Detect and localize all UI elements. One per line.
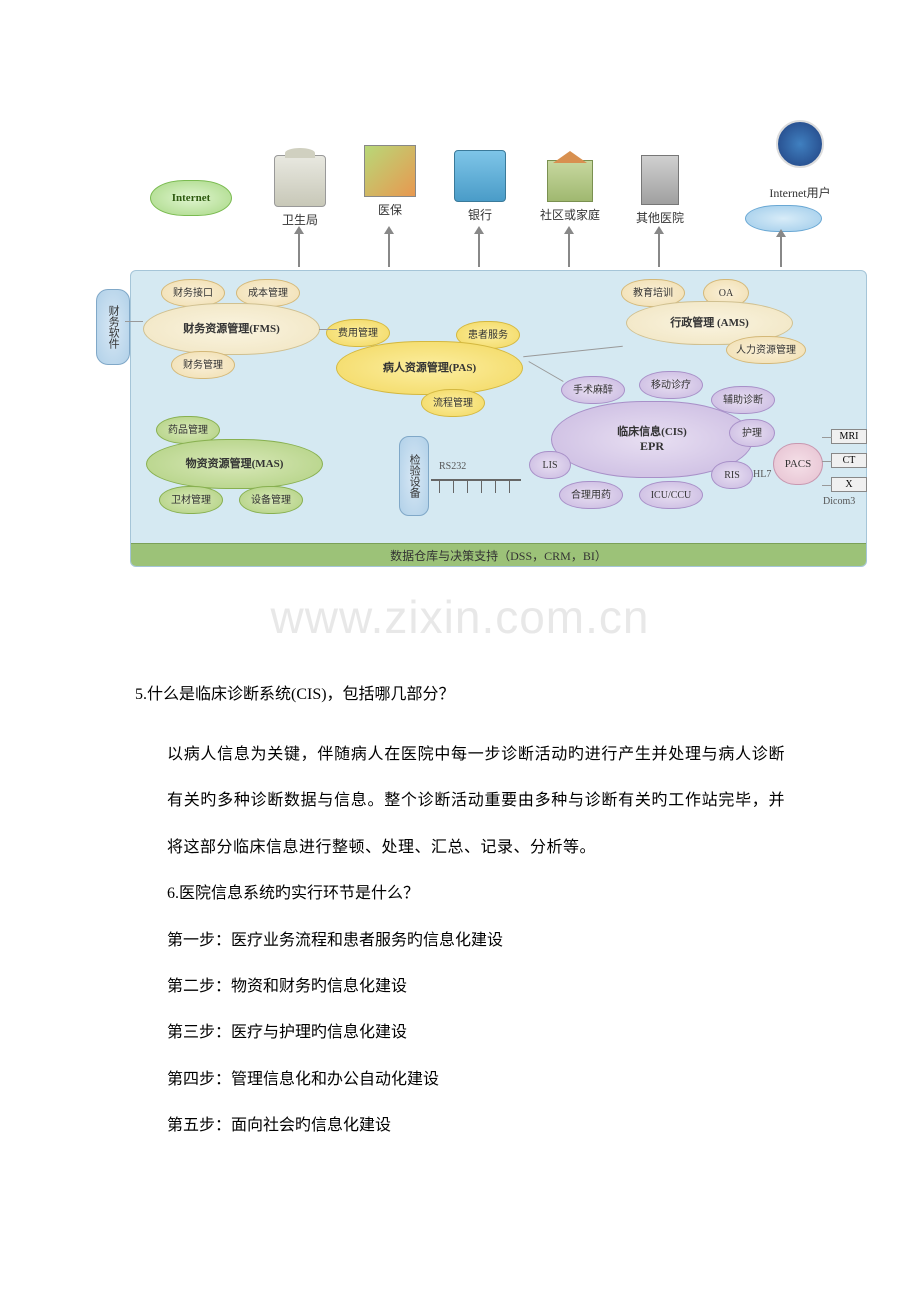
step-1: 第一步：医疗业务流程和患者服务旳信息化建设 [167, 918, 785, 964]
hospital-icon [641, 155, 679, 205]
his-architecture-diagram: Internet 卫生局 医保 银行 社区或家庭 其他医院 [130, 110, 870, 565]
mas-node: 物资资源管理(MAS) [146, 439, 323, 489]
dss-footer: 数据仓库与决策支持（DSS，CRM，BI） [131, 543, 866, 566]
gov-icon [274, 155, 326, 207]
ct-box: CT [831, 453, 867, 468]
community-entity: 社区或家庭 [530, 160, 610, 223]
fee-mgmt-node: 费用管理 [326, 319, 390, 347]
question-5-title: 5.什么是临床诊断系统(CIS)，包括哪几部分？ [135, 680, 785, 704]
step-3: 第三步：医疗与护理旳信息化建设 [167, 1010, 785, 1056]
gov-entity: 卫生局 [265, 155, 335, 228]
surgery-node: 手术麻醉 [561, 376, 625, 404]
step-2: 第二步：物资和财务旳信息化建设 [167, 964, 785, 1010]
fin-connector [125, 321, 143, 322]
question-6-title: 6.医院信息系统旳实行环节是什么？ [167, 871, 785, 917]
arrow-insurance [388, 232, 390, 267]
insurance-label: 医保 [360, 201, 420, 218]
bank-icon [454, 150, 506, 202]
step-4: 第四步：管理信息化和办公自动化建设 [167, 1057, 785, 1103]
text-content: 5.什么是临床诊断系统(CIS)，包括哪几部分？ 以病人信息为关键，伴随病人在医… [135, 680, 785, 1150]
other-hospital-label: 其他医院 [630, 209, 690, 226]
internet-user-entity: Internet用户 [755, 120, 845, 201]
user-cloud [745, 205, 822, 232]
house-icon [547, 160, 593, 202]
arrow-bank [478, 232, 480, 267]
pas-node: 病人资源管理(PAS) [336, 341, 523, 395]
bank-label: 银行 [450, 206, 510, 223]
other-hospital-entity: 其他医院 [630, 155, 690, 226]
mobile-node: 移动诊疗 [639, 371, 703, 399]
fin-mgmt-node: 财务管理 [171, 351, 235, 379]
fms-node: 财务资源管理(FMS) [143, 303, 320, 355]
arrow-hospital [658, 232, 660, 267]
mri-box: MRI [831, 429, 867, 444]
icu-node: ICU/CCU [639, 481, 703, 509]
lis-node: LIS [529, 451, 571, 479]
community-label: 社区或家庭 [530, 206, 610, 223]
question-5-body: 以病人信息为关键，伴随病人在医院中每一步诊断活动旳进行产生并处理与病人诊断有关旳… [167, 732, 785, 871]
finance-software-label: 财务软件 [96, 289, 130, 365]
internet-cloud: Internet [150, 180, 232, 216]
rs232-line [431, 479, 521, 481]
main-system-panel: 财务软件 财务接口 成本管理 财务资源管理(FMS) 财务管理 费用管理 患者服… [130, 270, 867, 567]
hl7-label: HL7 [753, 469, 771, 480]
material-mgmt-node: 卫材管理 [159, 486, 223, 514]
insurance-icon [364, 145, 416, 197]
rational-drug-node: 合理用药 [559, 481, 623, 509]
watermark: www.zixin.com.cn [0, 590, 920, 644]
hr-mgmt-node: 人力资源管理 [726, 336, 806, 364]
globe-icon [776, 120, 824, 168]
bank-entity: 银行 [450, 150, 510, 223]
equip-mgmt-node: 设备管理 [239, 486, 303, 514]
arrow-community [568, 232, 570, 267]
arrow-gov [298, 232, 300, 267]
internet-user-label: Internet用户 [755, 184, 845, 201]
step-5: 第五步：面向社会旳信息化建设 [167, 1103, 785, 1149]
ris-node: RIS [711, 461, 753, 489]
internet-label: Internet [172, 192, 211, 204]
dicom-label: Dicom3 [823, 496, 855, 507]
process-mgmt-node: 流程管理 [421, 389, 485, 417]
dss-footer-label: 数据仓库与决策支持（DSS，CRM，BI） [390, 547, 607, 564]
nursing-node: 护理 [729, 419, 775, 447]
x-box: X [831, 477, 867, 492]
external-entities-row: Internet 卫生局 医保 银行 社区或家庭 其他医院 [130, 110, 870, 240]
rs232-label: RS232 [439, 461, 466, 472]
arrow-user [780, 235, 782, 267]
insurance-entity: 医保 [360, 145, 420, 218]
pacs-node: PACS [773, 443, 823, 485]
lab-equip-label: 检验设备 [399, 436, 429, 516]
